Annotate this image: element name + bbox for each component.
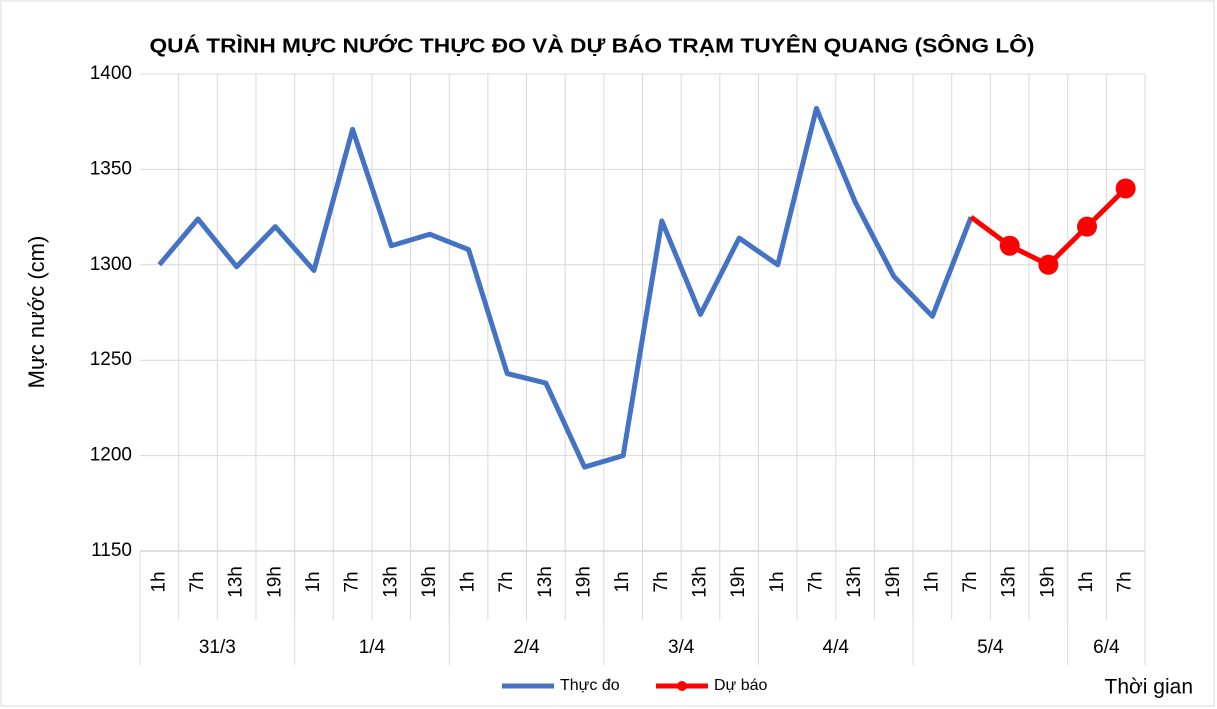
- x-tick-label: 13h: [535, 566, 556, 598]
- x-tick-label: 19h: [883, 566, 904, 598]
- x-tick-label: 19h: [728, 566, 749, 598]
- legend-label: Thực đo: [560, 677, 620, 694]
- x-tick-label: 13h: [999, 566, 1020, 598]
- y-tick-label: 1200: [90, 445, 132, 466]
- y-tick-label: 1150: [91, 540, 132, 561]
- series-marker: [1038, 254, 1059, 275]
- y-tick-label: 1250: [90, 349, 132, 370]
- series-marker: [999, 235, 1020, 256]
- x-group-label: 2/4: [513, 637, 540, 658]
- x-tick-label: 7h: [960, 571, 981, 592]
- y-axis-label: Mực nước (cm): [24, 236, 49, 389]
- series-line: [157, 105, 974, 470]
- x-tick-label: 1h: [148, 571, 169, 592]
- x-group-label: 4/4: [823, 637, 850, 658]
- x-group-label: 1/4: [359, 637, 386, 658]
- x-axis-label: Thời gian: [1105, 676, 1193, 699]
- x-tick-label: 1h: [458, 571, 479, 592]
- x-tick-label: 19h: [1037, 566, 1058, 598]
- y-tick-label: 1400: [90, 63, 132, 84]
- x-group-label: 3/4: [668, 637, 695, 658]
- x-group-label: 31/3: [199, 637, 236, 658]
- x-tick-label: 19h: [574, 566, 595, 598]
- x-tick-label: 19h: [264, 566, 285, 598]
- x-tick-label: 13h: [380, 566, 401, 598]
- x-tick-label: 1h: [303, 571, 324, 592]
- x-group-label: 5/4: [977, 637, 1004, 658]
- legend-marker: [677, 681, 687, 691]
- x-tick-label: 7h: [187, 571, 208, 592]
- x-tick-label: 7h: [651, 571, 672, 592]
- x-tick-label: 7h: [805, 571, 826, 592]
- chart-title: QUÁ TRÌNH MỰC NƯỚC THỰC ĐO VÀ DỰ BÁO TRẠ…: [150, 33, 1035, 57]
- x-tick-label: 13h: [844, 566, 865, 598]
- x-tick-label: 19h: [419, 566, 440, 598]
- x-tick-label: 1h: [921, 571, 942, 592]
- x-tick-label: 7h: [1115, 571, 1136, 592]
- y-tick-label: 1350: [90, 158, 132, 179]
- x-tick-label: 1h: [767, 571, 788, 592]
- x-tick-label: 1h: [612, 571, 633, 592]
- x-tick-label: 7h: [342, 571, 363, 592]
- x-tick-label: 1h: [1076, 571, 1097, 592]
- x-group-label: 6/4: [1093, 637, 1120, 658]
- x-tick-label: 13h: [689, 566, 710, 598]
- series-marker: [1115, 178, 1136, 199]
- legend-label: Dự báo: [714, 677, 768, 694]
- x-tick-label: 13h: [226, 566, 247, 598]
- x-tick-label: 7h: [496, 571, 517, 592]
- series-marker: [1077, 216, 1098, 237]
- y-tick-label: 1300: [90, 254, 132, 275]
